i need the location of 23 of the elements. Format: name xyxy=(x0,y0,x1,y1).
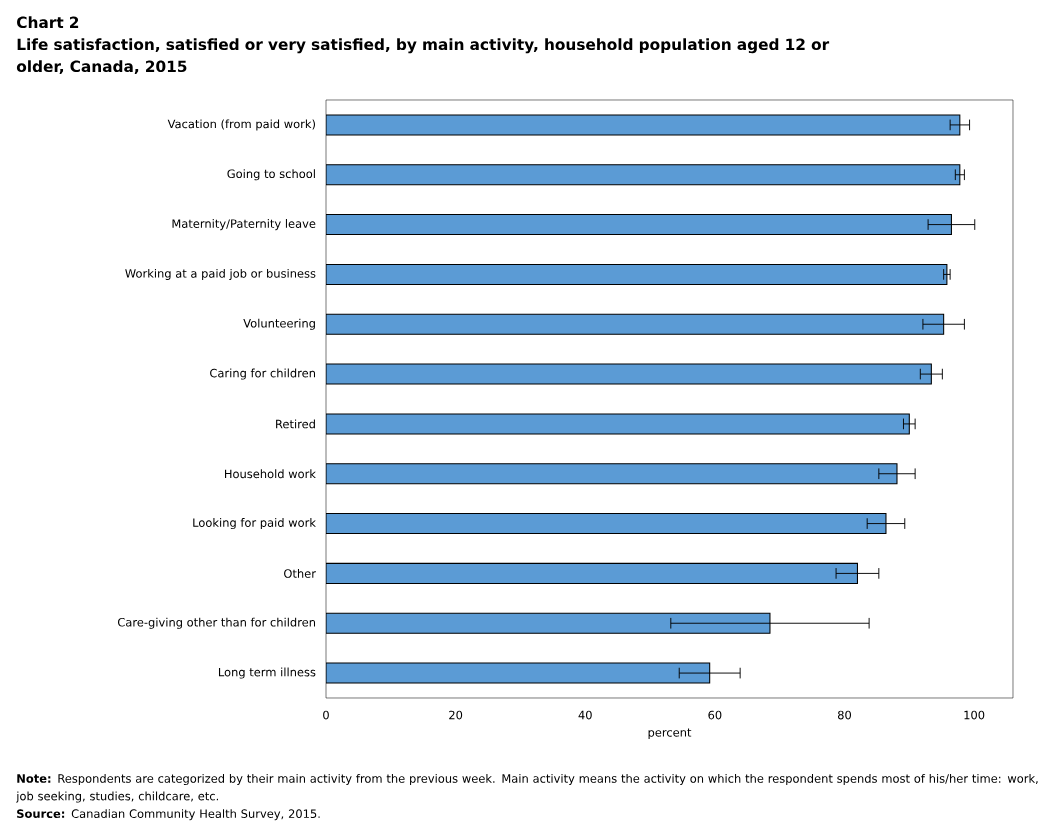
x-tick-label: 60 xyxy=(708,710,722,720)
y-tick-label: Caring for children xyxy=(210,368,315,380)
y-tick-label: Household work xyxy=(225,469,316,479)
y-tick-label: Volunteering xyxy=(243,318,315,330)
text: Chart 2 xyxy=(17,16,79,29)
y-tick-label: Looking for paid work xyxy=(193,518,316,530)
y-tick-label: Vacation (from paid work) xyxy=(167,119,315,131)
y-tick-label: Care-giving other than for children xyxy=(117,617,316,629)
text: Note: Respondents are categorized by their main activity from the previous week. Main activity means the activity on which the respondent spends most of his/her time: work, job seeking, studies, childcare, etc. xyxy=(16,773,1038,803)
y-tick-label: Maternity/Paternity leave xyxy=(172,219,316,231)
x-tick-label: 0 xyxy=(323,710,329,720)
y-tick-label: Working at a paid job or business xyxy=(125,268,316,280)
y-tick-label: Going to school xyxy=(227,169,315,181)
text: Source: Canadian Community Health Survey, 2015. xyxy=(17,809,320,821)
x-tick-label: 80 xyxy=(837,710,852,720)
y-tick-label: Retired xyxy=(276,419,315,429)
chart-subtitle: Life satisfaction, satisfied or very satisfied, by main activity, household population aged 12 or older, Canada, 2015 xyxy=(16,38,830,75)
x-tick-label: 100 xyxy=(964,710,985,720)
x-tick-label: 20 xyxy=(449,710,463,720)
y-tick-label: Other xyxy=(284,568,316,578)
y-tick-label: Long term illness xyxy=(218,667,316,679)
x-axis-title: percent xyxy=(648,728,692,739)
x-tick-label: 40 xyxy=(578,710,592,720)
